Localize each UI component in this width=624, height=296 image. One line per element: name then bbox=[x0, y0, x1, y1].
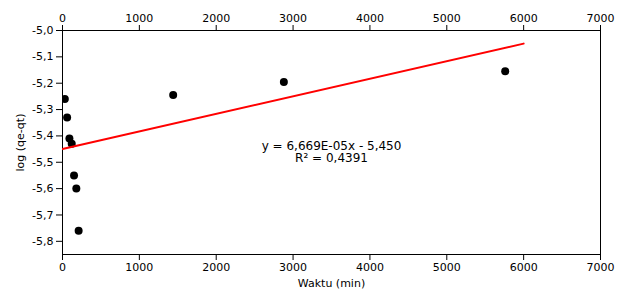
svg-text:log (qe-qt): log (qe-qt) bbox=[14, 114, 27, 172]
svg-text:-5,3: -5,3 bbox=[32, 103, 53, 116]
svg-text:1000: 1000 bbox=[125, 12, 153, 25]
svg-text:Waktu (min): Waktu (min) bbox=[298, 277, 365, 290]
svg-text:-5,1: -5,1 bbox=[32, 50, 53, 63]
svg-text:0: 0 bbox=[59, 261, 66, 274]
svg-text:1000: 1000 bbox=[125, 261, 153, 274]
svg-text:3000: 3000 bbox=[279, 261, 307, 274]
svg-text:-5,6: -5,6 bbox=[32, 182, 53, 195]
svg-text:-5,8: -5,8 bbox=[32, 235, 53, 248]
svg-text:4000: 4000 bbox=[356, 261, 384, 274]
svg-text:y = 6,669E-05x - 5,450R² = 0,4: y = 6,669E-05x - 5,450R² = 0,4391 bbox=[262, 139, 402, 165]
svg-text:-5,4: -5,4 bbox=[32, 129, 53, 142]
svg-text:6000: 6000 bbox=[510, 261, 538, 274]
svg-text:6000: 6000 bbox=[510, 12, 538, 25]
svg-text:7000: 7000 bbox=[587, 12, 615, 25]
svg-text:2000: 2000 bbox=[202, 261, 230, 274]
svg-text:5000: 5000 bbox=[433, 12, 461, 25]
svg-text:-5,7: -5,7 bbox=[32, 208, 53, 221]
svg-text:3000: 3000 bbox=[279, 12, 307, 25]
svg-text:2000: 2000 bbox=[202, 12, 230, 25]
svg-text:4000: 4000 bbox=[356, 12, 384, 25]
svg-text:-5,0: -5,0 bbox=[32, 24, 53, 37]
svg-text:7000: 7000 bbox=[587, 261, 615, 274]
svg-text:-5,2: -5,2 bbox=[32, 77, 53, 90]
svg-text:0: 0 bbox=[59, 12, 66, 25]
svg-text:5000: 5000 bbox=[433, 261, 461, 274]
svg-text:-5,5: -5,5 bbox=[32, 156, 53, 169]
